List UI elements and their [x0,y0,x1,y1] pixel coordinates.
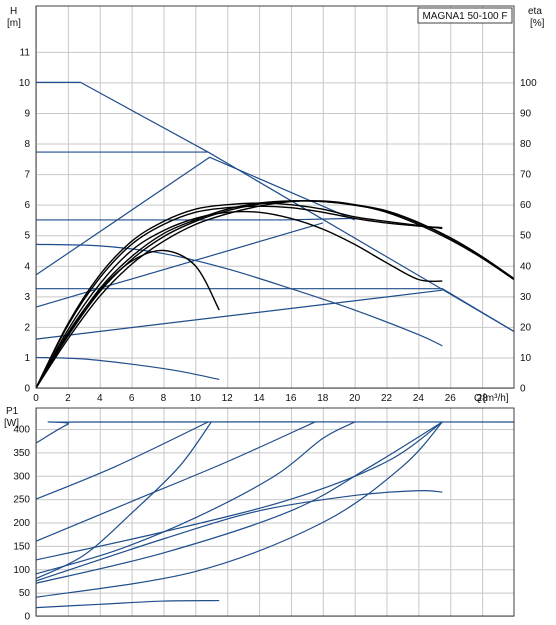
head-tick-label: 8 [24,139,30,150]
flow-tick-label: 26 [445,393,457,404]
head-series-line-10 [35,249,220,389]
power-tick-label: 100 [13,565,30,576]
power-tick-label: 200 [13,518,30,529]
efficiency-tick-label: 10 [520,353,532,364]
efficiency-tick-label: 50 [520,231,532,242]
head-axis-label: H [10,6,17,17]
head-series-line-13 [35,202,443,389]
head-tick-label: 1 [24,353,30,364]
efficiency-axis-unit: [%] [530,18,545,29]
power-series-line-8 [35,421,443,598]
head-series-line-9 [35,356,220,381]
head-tick-label: 7 [24,170,30,181]
head-series-line-3 [36,217,355,221]
head-series-line-6 [35,222,323,308]
power-chart-tick-labels: 0 50 100 150 200 250 300 350 400 [13,425,30,623]
power-chart-frame [35,407,515,617]
efficiency-tick-label: 20 [520,322,532,333]
flow-tick-label: 6 [129,393,135,404]
efficiency-tick-label: 40 [520,261,532,272]
power-axis-label: P1 [6,406,19,417]
power-tick-label: 250 [13,495,30,506]
head-tick-label: 10 [19,78,31,89]
power-series-line-10 [35,599,220,609]
head-chart-tick-labels: 0 2 4 6 8 10 12 14 16 18 20 22 24 26 28012345678910110… [19,47,537,404]
power-tick-label: 50 [19,588,31,599]
power-tick-label: 300 [13,471,30,482]
head-series-line-15 [35,200,515,389]
head-chart-grid [36,6,514,389]
flow-tick-label: 4 [97,393,103,404]
power-series-line-7 [35,421,443,584]
flow-tick-label: 16 [285,393,297,404]
head-tick-label: 5 [24,231,30,242]
head-tick-label: 6 [24,200,30,211]
power-series-line-2 [35,421,209,500]
chart-title-box [417,7,513,24]
power-tick-label: 150 [13,541,30,552]
head-series-line-7 [35,289,443,340]
head-tick-label: 9 [24,108,30,119]
power-series-line-9 [35,490,443,582]
chart-title: MAGNA1 50-100 F [422,11,507,22]
power-series-line-4 [35,421,316,542]
flow-tick-label: 14 [254,393,266,404]
head-chart-series [35,81,515,389]
flow-tick-label: 8 [161,393,167,404]
flow-tick-label: 10 [190,393,202,404]
flow-tick-label: 20 [349,393,361,404]
head-series-line-16 [35,200,515,389]
flow-tick-label: 28 [477,393,489,404]
flow-tick-label: 2 [65,393,71,404]
head-tick-label: 4 [24,261,30,272]
efficiency-tick-label: 70 [520,170,532,181]
power-chart-series [35,421,515,609]
power-series-line-5 [35,421,355,575]
efficiency-tick-label: 100 [520,78,537,89]
head-series-line-8 [35,243,443,347]
efficiency-tick-label: 60 [520,200,532,211]
power-tick-label: 0 [24,612,30,623]
efficiency-tick-label: 80 [520,139,532,150]
head-chart-frame [35,5,515,389]
power-tick-label: 400 [13,425,30,436]
head-tick-label: 2 [24,322,30,333]
power-chart-grid [36,408,514,617]
efficiency-tick-label: 90 [520,108,532,119]
efficiency-axis-label: eta [528,6,542,17]
flow-tick-label: 22 [381,393,393,404]
flow-tick-label: 24 [413,393,425,404]
flow-tick-label: 18 [317,393,329,404]
flow-tick-label: 12 [222,393,234,404]
head-axis-unit: [m] [7,18,21,29]
flow-axis-label: Q [474,393,482,404]
power-series-line-3 [35,421,212,580]
power-axis-unit: [W] [4,418,19,429]
efficiency-tick-label: 0 [520,384,526,395]
power-series-line-1 [35,421,515,444]
head-series-line-4 [36,288,515,332]
head-series-line-5 [35,156,355,276]
efficiency-tick-label: 30 [520,292,532,303]
power-series-line-6 [35,421,443,561]
power-tick-label: 350 [13,448,30,459]
head-series-line-14 [35,200,515,389]
head-tick-label: 3 [24,292,30,303]
head-tick-label: 0 [24,384,30,395]
flow-tick-label: 0 [33,393,39,404]
head-series-line-11 [35,210,443,389]
head-series-line-1 [36,81,515,332]
head-tick-label: 11 [20,47,31,58]
flow-axis-unit: [m³/h] [483,393,509,404]
